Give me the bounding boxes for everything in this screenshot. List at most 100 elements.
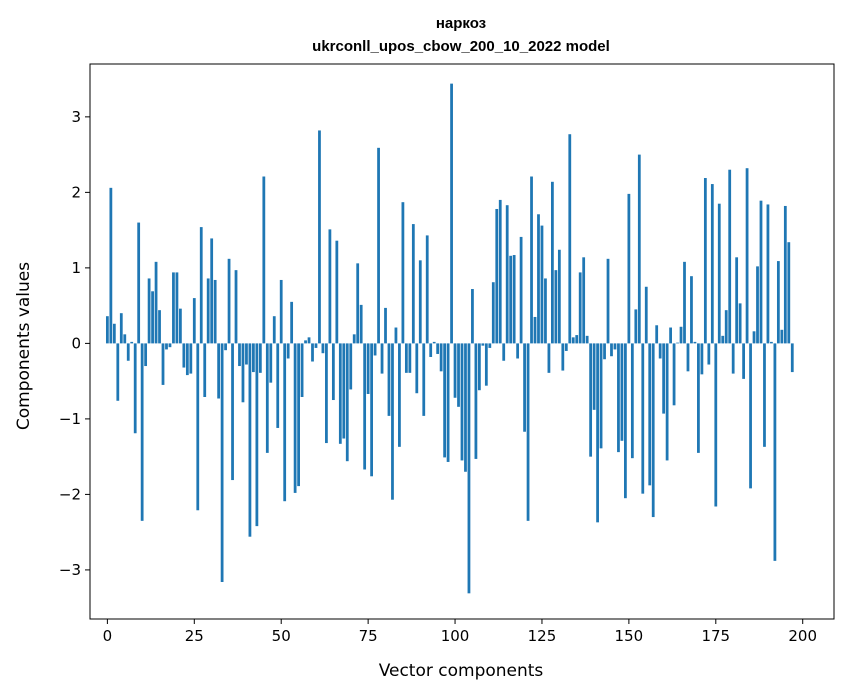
bar-102 [460,343,464,461]
bar-190 [766,204,770,344]
bar-22 [182,343,186,368]
bar-196 [787,242,791,344]
bar-71 [352,334,356,344]
bar-152 [634,309,638,344]
bar-15 [158,310,161,344]
bar-39 [241,343,245,403]
bar-58 [307,337,311,344]
bar-2 [112,323,116,344]
bar-155 [644,286,648,344]
bar-77 [373,343,377,356]
bar-36 [231,343,234,481]
bar-4 [119,313,123,344]
bar-176 [717,203,721,344]
bar-161 [665,343,669,461]
bar-47 [269,343,273,383]
bar-157 [651,343,655,518]
bar-76 [370,343,373,477]
bar-144 [606,258,610,344]
bar-184 [745,168,749,344]
bar-131 [561,343,565,371]
x-axis-ticks: 0 25 50 75 100 125 150 175 200 [103,619,817,645]
bar-183 [742,343,745,379]
chart-subtitle: ukrconll_upos_cbow_200_10_2022 model [312,38,610,55]
x-tick-label-100: 100 [441,627,470,645]
bar-13 [151,291,154,344]
bar-116 [509,255,513,344]
bar-88 [411,224,415,344]
y-tick-label--1: −1 [59,410,81,428]
bar-180 [731,343,735,374]
bar-35 [227,258,231,344]
bar-26 [196,343,200,511]
bar-86 [404,343,408,373]
bar-149 [624,343,627,499]
bar-117 [512,255,516,344]
bar-59 [311,343,314,362]
bar-53 [290,301,294,344]
bar-99 [450,83,453,344]
bar-80 [384,307,387,344]
chart-title: наркоз [436,15,486,32]
bar-107 [477,343,481,391]
x-tick-label-175: 175 [701,627,730,645]
bar-153 [637,154,641,344]
x-tick-label-0: 0 [103,627,113,645]
bar-12 [147,278,151,344]
bar-40 [245,343,248,365]
bar-24 [189,343,193,374]
bar-3 [116,343,120,401]
bar-79 [380,343,384,374]
bar-110 [488,343,492,348]
bar-73 [359,304,363,344]
bar-178 [724,310,728,344]
bar-122 [530,176,533,344]
bar-63 [325,343,328,444]
y-tick-label--2: −2 [59,485,81,503]
bar-167 [686,343,690,372]
bar-109 [484,343,488,386]
bar-52 [286,343,290,359]
bar-174 [710,184,714,344]
bar-11 [144,343,148,367]
x-axis-label: Vector components [379,661,544,681]
bar-60 [314,343,318,348]
bar-138 [585,335,589,344]
bar-154 [641,343,645,494]
bar-42 [252,343,255,373]
bar-150 [627,193,631,344]
bar-57 [304,340,307,344]
bar-147 [617,343,620,453]
bar-182 [738,303,742,344]
x-tick-label-200: 200 [788,627,817,645]
bar-5 [123,334,127,344]
bar-61 [318,130,321,344]
bar-49 [276,343,280,428]
bar-171 [700,343,704,375]
bar-163 [672,343,676,406]
bar-128 [551,181,554,344]
bar-32 [217,343,221,399]
bar-141 [596,343,599,523]
bar-16 [161,343,165,385]
bar-9 [137,222,141,344]
bar-173 [707,343,711,365]
bar-151 [630,343,634,459]
bar-164 [676,342,679,344]
bar-48 [272,316,276,344]
bar-7 [130,341,134,344]
bar-72 [356,263,360,344]
bar-89 [415,343,419,394]
x-tick-label-25: 25 [185,627,204,645]
bar-31 [213,279,217,344]
bar-181 [735,257,739,344]
bar-55 [297,343,300,487]
bar-140 [592,343,596,410]
bar-94 [432,341,436,344]
bar-189 [763,343,766,447]
bar-92 [425,235,429,344]
bar-8 [133,343,137,434]
bar-129 [554,270,558,344]
bar-192 [773,343,777,561]
